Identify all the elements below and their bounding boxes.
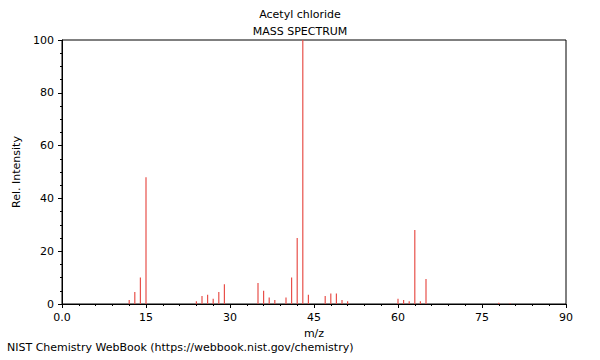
svg-text:0: 0 [47,298,54,311]
svg-text:30: 30 [223,311,237,324]
svg-text:NIST Chemistry WebBook (https:: NIST Chemistry WebBook (https://webbook.… [7,341,354,354]
svg-text:75: 75 [475,311,489,324]
svg-text:80: 80 [40,86,54,99]
svg-text:MASS SPECTRUM: MASS SPECTRUM [253,25,348,38]
svg-text:Acetyl chloride: Acetyl chloride [259,8,341,21]
svg-text:40: 40 [40,192,54,205]
svg-text:m/z: m/z [304,327,324,340]
svg-text:60: 60 [391,311,405,324]
svg-text:15: 15 [139,311,153,324]
svg-text:60: 60 [40,139,54,152]
svg-text:45: 45 [307,311,321,324]
svg-text:Rel. Intensity: Rel. Intensity [10,136,23,208]
svg-text:20: 20 [40,245,54,258]
svg-text:0.0: 0.0 [53,311,71,324]
svg-text:90: 90 [559,311,573,324]
svg-text:100: 100 [33,34,54,47]
